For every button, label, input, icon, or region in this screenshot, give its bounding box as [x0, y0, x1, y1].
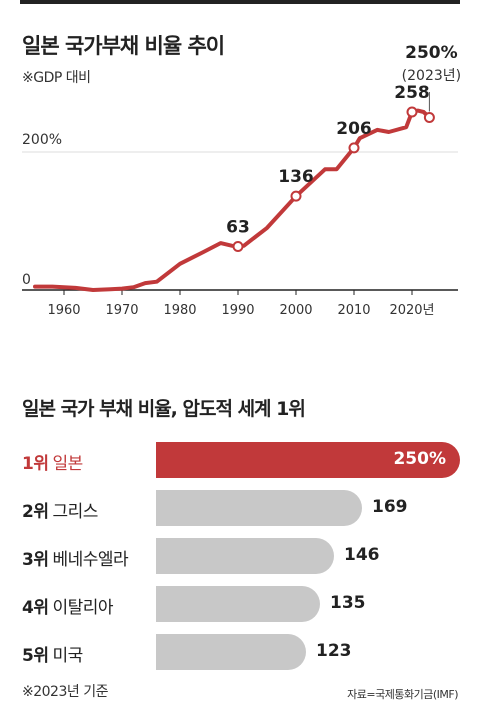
rank-label: 3위 베네수엘라 [22, 545, 129, 570]
rank-number: 5위 [22, 646, 49, 666]
x-tick-label: 1980 [163, 303, 196, 318]
rank-label: 1위 일본 [22, 449, 83, 474]
line-chart-note: ※GDP 대비 [22, 70, 91, 86]
rank-value-label: 169 [372, 497, 408, 517]
rank-number: 3위 [22, 550, 49, 570]
debt-ratio-line-chart: 0 200% 1960 1970 1980 1990 2000 2010 2020년 63 136 2… [22, 43, 461, 318]
data-point-marker [406, 106, 418, 118]
line-chart-title: 일본 국가부채 비율 추이 [22, 34, 225, 58]
country-name: 베네수엘라 [52, 550, 129, 570]
country-name: 이탈리아 [52, 598, 114, 618]
data-sublabel: (2023년) [402, 68, 461, 84]
rank-value-label: 123 [316, 641, 352, 661]
rank-row: 4위 이탈리아 135 [0, 584, 480, 624]
x-tick-label: 2020년 [389, 303, 434, 318]
rank-bar [156, 490, 362, 526]
rank-label: 5위 미국 [22, 641, 83, 666]
rank-value-label: 250% [393, 449, 446, 469]
rank-number: 4위 [22, 598, 49, 618]
rank-value-label: 146 [344, 545, 380, 565]
x-tick-label: 2000 [279, 303, 312, 318]
data-label: 63 [226, 218, 250, 238]
y-tick-label: 0 [22, 272, 31, 288]
rank-bar [156, 586, 320, 622]
data-label: 250% [405, 43, 458, 63]
x-tick-label: 1960 [47, 303, 80, 318]
data-label: 258 [394, 83, 430, 103]
rank-row: 2위 그리스 169 [0, 488, 480, 528]
top-rule [20, 0, 460, 4]
data-label: 206 [336, 119, 372, 139]
rank-label: 4위 이탈리아 [22, 593, 114, 618]
rank-row: 3위 베네수엘라 146 [0, 536, 480, 576]
x-tick-label: 1970 [105, 303, 138, 318]
rank-bar [156, 442, 460, 478]
data-point-marker [348, 142, 360, 154]
ranking-title: 일본 국가 부채 비율, 압도적 세계 1위 [22, 398, 306, 420]
rank-row: 5위 미국 123 [0, 632, 480, 672]
data-point-marker [290, 190, 302, 202]
data-point-marker [232, 241, 244, 253]
y-tick-label: 200% [22, 132, 62, 148]
rank-bar [156, 538, 334, 574]
footnote: ※2023년 기준 [22, 684, 108, 700]
data-label: 136 [278, 167, 314, 187]
source-note: 자료=국제통화기금(IMF) [347, 688, 458, 701]
country-name: 그리스 [52, 502, 98, 522]
rank-label: 2위 그리스 [22, 497, 98, 522]
rank-row: 1위 일본 250% [0, 440, 480, 480]
rank-number: 1위 [22, 454, 49, 474]
rank-number: 2위 [22, 502, 49, 522]
rank-bar [156, 634, 306, 670]
x-tick-label: 2010 [337, 303, 370, 318]
rank-value-label: 135 [330, 593, 366, 613]
country-name: 미국 [52, 646, 83, 666]
country-name: 일본 [52, 454, 83, 474]
x-tick-label: 1990 [221, 303, 254, 318]
data-point-marker [423, 112, 435, 123]
